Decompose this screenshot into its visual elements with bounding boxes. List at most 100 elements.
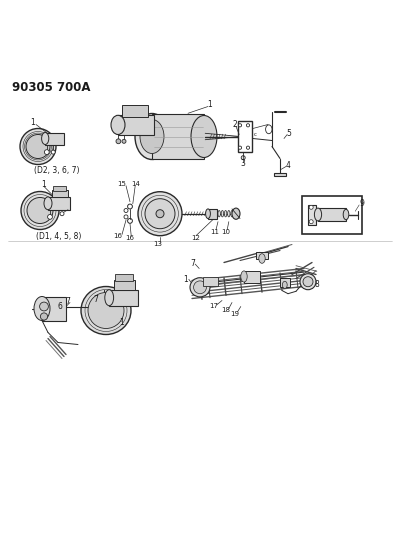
Text: 16: 16 (126, 235, 134, 241)
Ellipse shape (44, 150, 49, 155)
Ellipse shape (122, 139, 126, 143)
Text: 18: 18 (222, 308, 230, 313)
Bar (152, 114, 204, 159)
Ellipse shape (44, 197, 52, 209)
Bar (115, 274, 133, 280)
Ellipse shape (60, 212, 64, 216)
Ellipse shape (138, 192, 182, 236)
Text: (D1, 4, 5, 8): (D1, 4, 5, 8) (36, 232, 81, 241)
Ellipse shape (218, 211, 220, 217)
Ellipse shape (194, 281, 206, 294)
Bar (109, 290, 138, 306)
Bar (48, 197, 70, 209)
Ellipse shape (314, 208, 322, 221)
Bar (280, 278, 290, 287)
Text: 4: 4 (286, 161, 290, 170)
Text: 6: 6 (58, 302, 62, 311)
Ellipse shape (246, 146, 250, 149)
Ellipse shape (156, 209, 164, 217)
Ellipse shape (40, 313, 48, 320)
Text: 7: 7 (93, 295, 98, 304)
Ellipse shape (48, 214, 52, 219)
Text: 9: 9 (360, 199, 365, 208)
Bar (114, 280, 135, 290)
Ellipse shape (20, 128, 56, 165)
Ellipse shape (282, 281, 287, 288)
Ellipse shape (190, 278, 210, 297)
Text: 15: 15 (118, 181, 126, 187)
Ellipse shape (221, 211, 224, 217)
Ellipse shape (124, 208, 128, 213)
Ellipse shape (303, 277, 313, 287)
Bar (318, 208, 346, 221)
Ellipse shape (128, 204, 132, 209)
Ellipse shape (238, 124, 242, 127)
Ellipse shape (300, 274, 316, 290)
Text: 13: 13 (154, 241, 162, 247)
Bar (302, 196, 362, 233)
Bar (274, 173, 286, 176)
Text: 12: 12 (192, 235, 200, 241)
Ellipse shape (111, 115, 125, 134)
Ellipse shape (206, 209, 210, 219)
Bar (308, 205, 316, 224)
Text: 8: 8 (315, 280, 320, 288)
Text: 1: 1 (120, 318, 124, 327)
Ellipse shape (34, 296, 50, 320)
Bar (52, 190, 68, 197)
Ellipse shape (116, 139, 121, 144)
Ellipse shape (343, 209, 349, 220)
Ellipse shape (27, 198, 53, 223)
Ellipse shape (21, 191, 59, 230)
Text: 1: 1 (30, 118, 35, 127)
Text: 7: 7 (66, 297, 70, 306)
Ellipse shape (309, 205, 313, 209)
Ellipse shape (241, 156, 245, 160)
Ellipse shape (224, 211, 227, 217)
Text: 1: 1 (41, 180, 46, 189)
Text: 19: 19 (231, 311, 240, 317)
Text: 1: 1 (208, 100, 212, 109)
Bar (256, 252, 268, 259)
Bar (118, 115, 154, 134)
Bar (53, 185, 66, 190)
Ellipse shape (241, 271, 247, 282)
Bar (42, 296, 66, 320)
Ellipse shape (232, 208, 240, 219)
Text: 7: 7 (191, 259, 196, 268)
Ellipse shape (128, 219, 132, 223)
Text: c: c (254, 132, 257, 137)
Ellipse shape (246, 124, 250, 127)
Ellipse shape (40, 302, 48, 311)
Ellipse shape (140, 119, 164, 154)
Text: 1: 1 (183, 275, 188, 284)
Text: 17: 17 (210, 303, 218, 310)
Ellipse shape (191, 116, 217, 157)
Text: 16: 16 (114, 233, 122, 239)
Text: 90305 700A: 90305 700A (12, 80, 90, 93)
Ellipse shape (42, 133, 49, 144)
Ellipse shape (231, 211, 233, 217)
Ellipse shape (238, 146, 242, 149)
Text: 11: 11 (210, 229, 219, 235)
Text: 10: 10 (222, 229, 230, 235)
Bar (45, 133, 64, 144)
Text: (D2, 3, 6, 7): (D2, 3, 6, 7) (34, 166, 80, 175)
Bar (203, 277, 218, 286)
Bar (244, 271, 260, 282)
Ellipse shape (309, 220, 313, 224)
Bar (208, 209, 217, 219)
Ellipse shape (26, 134, 50, 158)
Ellipse shape (145, 199, 175, 229)
Ellipse shape (105, 290, 114, 306)
Ellipse shape (259, 254, 265, 263)
Ellipse shape (88, 293, 124, 328)
Ellipse shape (228, 211, 230, 217)
Bar (238, 122, 252, 152)
Text: 2: 2 (233, 120, 238, 129)
Ellipse shape (135, 114, 169, 159)
Text: 14: 14 (131, 181, 140, 187)
Ellipse shape (81, 287, 131, 335)
Text: 8: 8 (114, 296, 118, 305)
Ellipse shape (266, 125, 272, 134)
